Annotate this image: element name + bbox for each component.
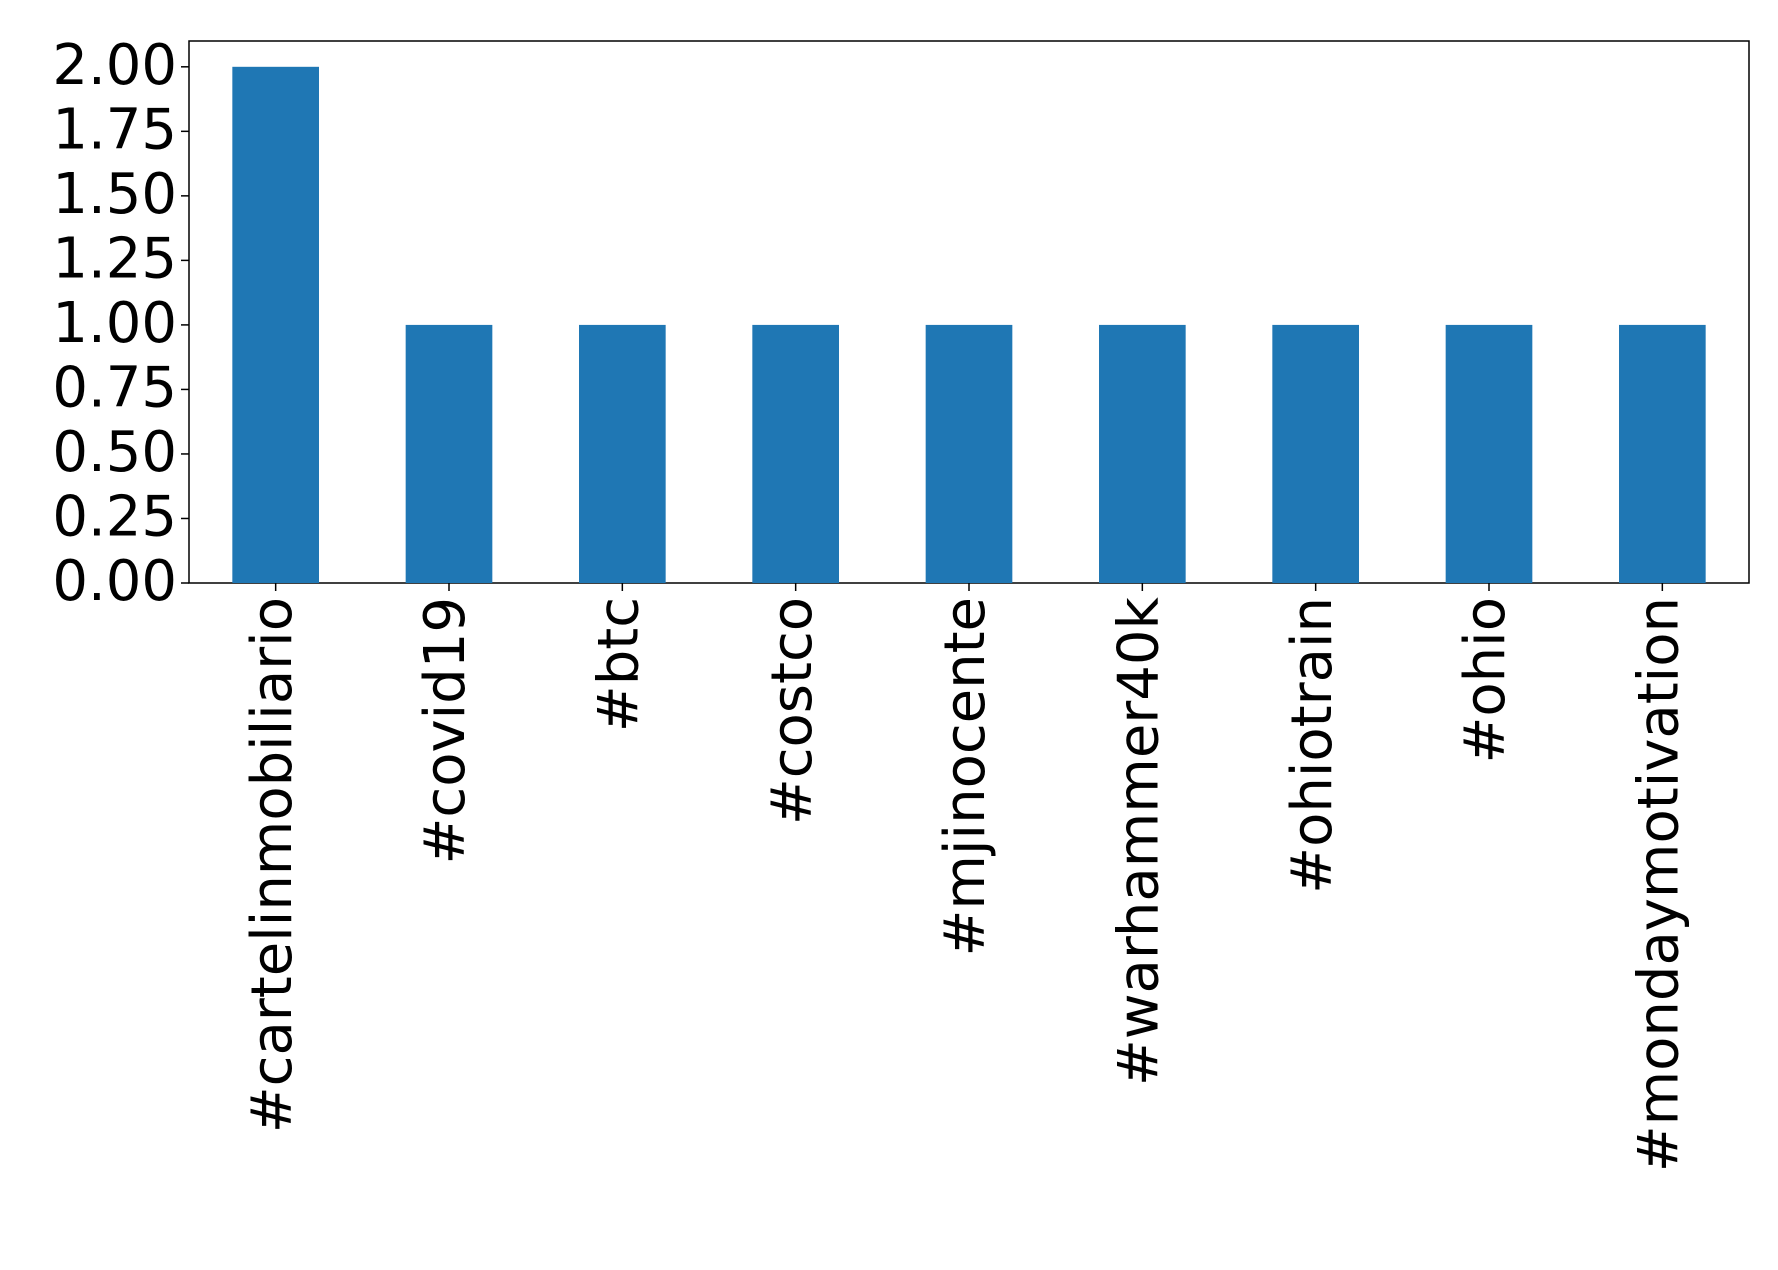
bar — [1619, 324, 1706, 583]
x-tick-label: #ohiotrain — [1280, 597, 1345, 894]
y-tick-label: 0.50 — [52, 420, 177, 485]
x-tick-label: #costco — [760, 597, 825, 825]
y-tick-label: 1.75 — [52, 97, 177, 162]
bar — [579, 324, 666, 583]
y-tick-label: 1.00 — [52, 291, 177, 356]
x-tick-label: #cartelinmobiliario — [240, 597, 305, 1133]
y-tick-label: 1.25 — [52, 227, 177, 292]
x-tick-label: #mondaymotivation — [1626, 597, 1691, 1172]
x-tick-label: #warhammer40k — [1106, 596, 1171, 1086]
x-tick-label: #covid19 — [413, 597, 478, 864]
x-tick-label: #ohio — [1453, 597, 1518, 764]
bar — [752, 324, 839, 583]
x-tick-label: #mjinocente — [933, 597, 998, 957]
bar — [232, 66, 319, 584]
bar — [405, 324, 493, 583]
bar — [925, 324, 1013, 583]
y-tick-label: 0.00 — [52, 549, 177, 614]
y-tick-label: 1.50 — [52, 162, 177, 227]
x-tick-label: #btc — [586, 597, 651, 732]
bar — [1272, 324, 1359, 583]
bar — [1099, 324, 1186, 583]
y-tick-label: 0.25 — [52, 485, 177, 550]
y-tick-label: 0.75 — [52, 356, 177, 421]
y-tick-label: 2.00 — [52, 33, 177, 98]
bar — [1445, 324, 1533, 583]
